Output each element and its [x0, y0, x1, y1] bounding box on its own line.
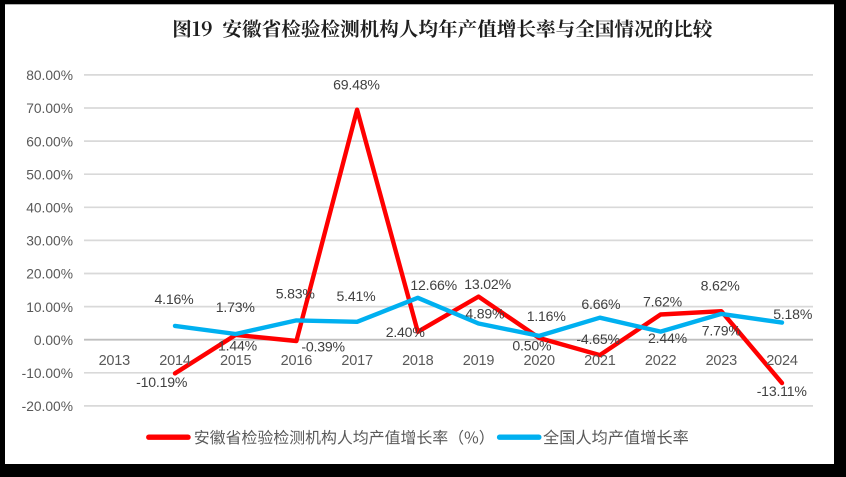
svg-text:1.44%: 1.44%: [218, 337, 258, 353]
svg-text:13.02%: 13.02%: [464, 276, 511, 292]
svg-text:5.83%: 5.83%: [276, 286, 316, 302]
svg-text:10.00%: 10.00%: [26, 300, 73, 315]
svg-text:2.44%: 2.44%: [648, 330, 688, 346]
svg-text:2014: 2014: [159, 353, 191, 369]
svg-text:-4.65%: -4.65%: [576, 331, 620, 347]
svg-text:2015: 2015: [220, 353, 252, 369]
svg-text:2017: 2017: [341, 353, 373, 369]
svg-text:-13.11%: -13.11%: [757, 383, 808, 399]
svg-text:6.66%: 6.66%: [581, 296, 621, 312]
svg-text:40.00%: 40.00%: [26, 201, 73, 216]
svg-text:80.00%: 80.00%: [26, 68, 73, 83]
svg-text:2018: 2018: [402, 353, 434, 369]
svg-text:30.00%: 30.00%: [26, 234, 73, 249]
svg-text:5.41%: 5.41%: [337, 288, 377, 304]
svg-text:2020: 2020: [523, 353, 555, 369]
svg-text:2.40%: 2.40%: [386, 324, 426, 340]
svg-text:-0.39%: -0.39%: [301, 339, 345, 355]
svg-text:50.00%: 50.00%: [26, 167, 73, 182]
svg-text:7.62%: 7.62%: [643, 293, 683, 309]
svg-text:-10.19%: -10.19%: [136, 374, 188, 390]
svg-text:4.89%: 4.89%: [465, 305, 505, 321]
svg-text:4.16%: 4.16%: [155, 291, 195, 307]
svg-text:2013: 2013: [99, 353, 131, 369]
svg-text:2019: 2019: [463, 353, 495, 369]
svg-text:2016: 2016: [281, 353, 313, 369]
svg-text:2021: 2021: [584, 353, 616, 369]
svg-text:8.62%: 8.62%: [701, 278, 741, 294]
svg-text:12.66%: 12.66%: [410, 277, 457, 293]
svg-text:2022: 2022: [645, 353, 677, 369]
svg-text:1.16%: 1.16%: [527, 308, 567, 324]
svg-text:1.73%: 1.73%: [216, 299, 256, 315]
svg-text:7.79%: 7.79%: [702, 323, 742, 339]
svg-text:69.48%: 69.48%: [333, 76, 380, 92]
svg-text:2023: 2023: [706, 353, 738, 369]
svg-text:20.00%: 20.00%: [26, 267, 73, 282]
svg-text:-10.00%: -10.00%: [22, 366, 73, 381]
svg-text:0.50%: 0.50%: [512, 338, 552, 354]
svg-text:60.00%: 60.00%: [26, 134, 73, 149]
svg-text:5.18%: 5.18%: [773, 306, 813, 322]
svg-text:70.00%: 70.00%: [26, 101, 73, 116]
svg-text:-20.00%: -20.00%: [22, 399, 73, 414]
svg-text:0.00%: 0.00%: [34, 333, 73, 348]
svg-text:2024: 2024: [766, 353, 798, 369]
